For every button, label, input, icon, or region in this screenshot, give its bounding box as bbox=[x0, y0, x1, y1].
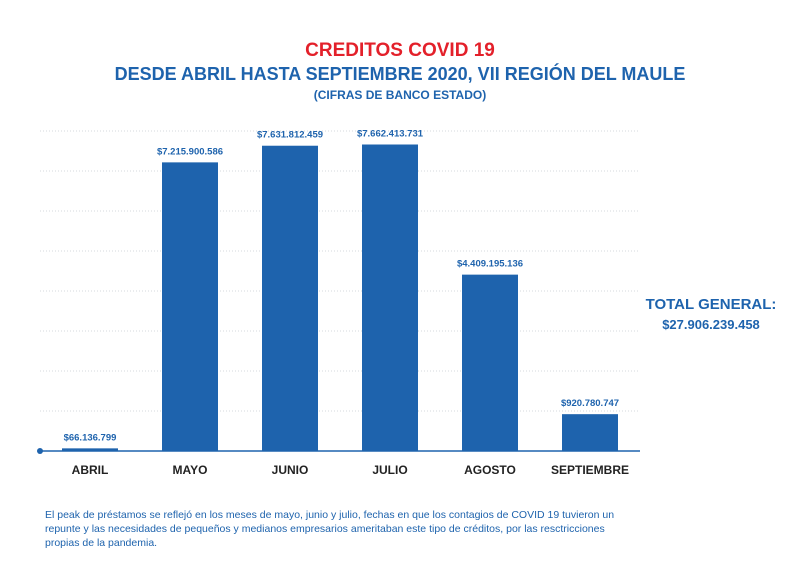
bar-value-label: $7.662.413.731 bbox=[357, 129, 424, 140]
bar bbox=[62, 448, 118, 451]
x-tick-label: ABRIL bbox=[72, 463, 109, 477]
chart-source-note: (CIFRAS DE BANCO ESTADO) bbox=[313, 88, 487, 102]
chart-subtitle: DESDE ABRIL HASTA SEPTIEMBRE 2020, VII R… bbox=[114, 64, 686, 84]
bar bbox=[562, 414, 618, 451]
bar bbox=[162, 162, 218, 451]
x-tick-label: AGOSTO bbox=[464, 463, 516, 477]
bar bbox=[462, 274, 518, 451]
x-tick-label: JUNIO bbox=[272, 463, 309, 477]
x-tick-label: MAYO bbox=[173, 463, 208, 477]
chart-titles: CREDITOS COVID 19 DESDE ABRIL HASTA SEPT… bbox=[0, 40, 800, 103]
bar-value-label: $7.215.900.586 bbox=[157, 146, 223, 157]
total-label: TOTAL GENERAL: bbox=[645, 296, 777, 313]
x-tick-label: JULIO bbox=[372, 463, 407, 477]
chart-title: CREDITOS COVID 19 bbox=[305, 40, 495, 61]
bar-value-label: $66.136.799 bbox=[64, 432, 117, 443]
bar-value-label: $4.409.195.136 bbox=[457, 259, 523, 270]
axis-origin-dot bbox=[37, 448, 43, 454]
total-value: $27.906.239.458 bbox=[662, 317, 760, 332]
footnote: El peak de préstamos se reflejó en los m… bbox=[45, 509, 615, 549]
bar bbox=[262, 145, 318, 451]
bar bbox=[362, 144, 418, 451]
total-general: TOTAL GENERAL: $27.906.239.458 bbox=[636, 296, 786, 333]
x-tick-label: SEPTIEMBRE bbox=[551, 463, 629, 477]
bar-value-label: $7.631.812.459 bbox=[257, 130, 323, 141]
bar-value-label: $920.780.747 bbox=[561, 398, 619, 409]
